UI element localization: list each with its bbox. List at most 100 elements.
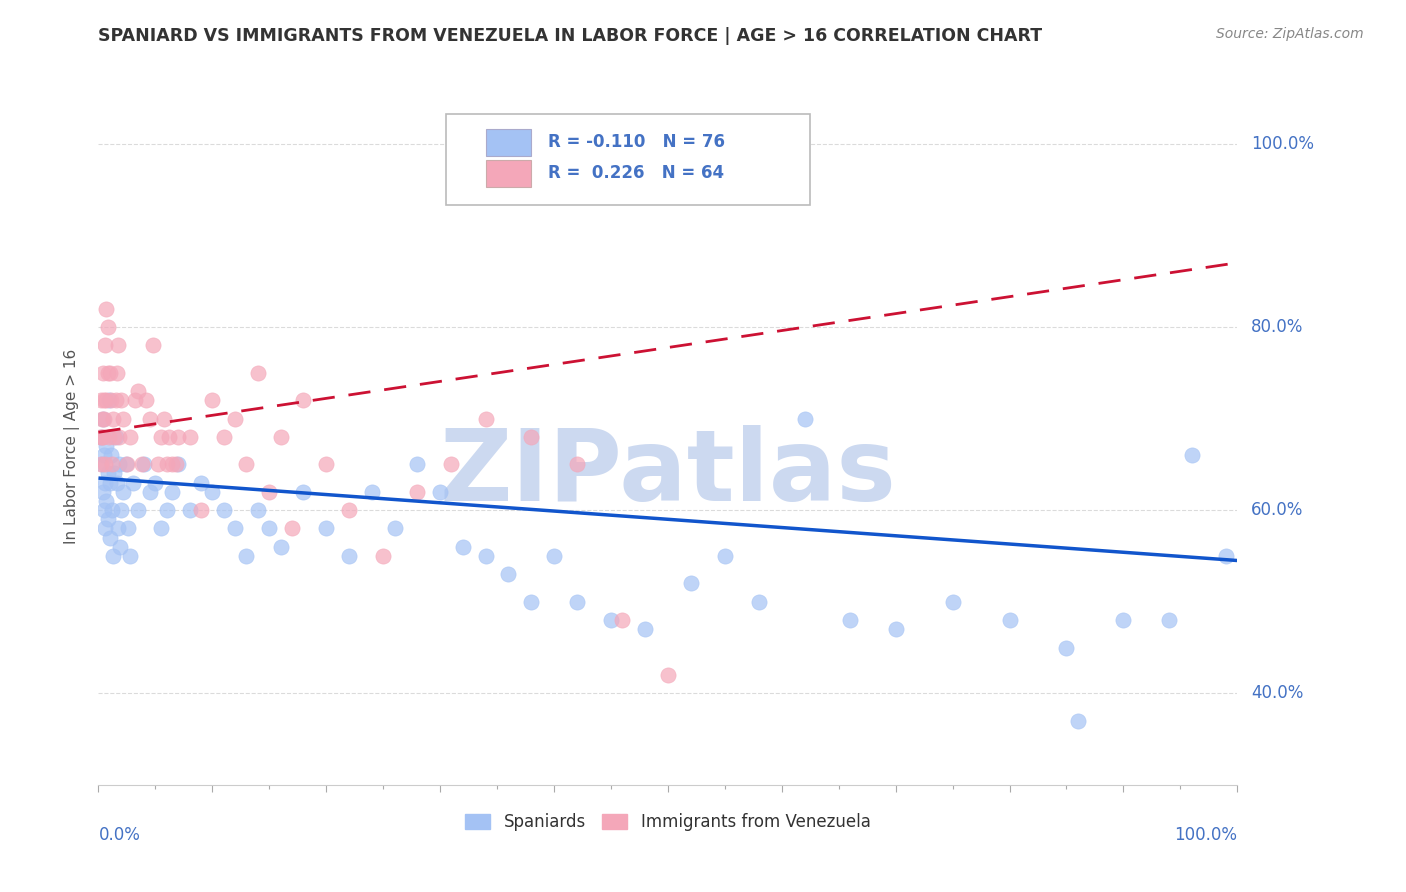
Immigrants from Venezuela — [131, 458, 153, 472]
Immigrants from Venezuela — [120, 430, 142, 444]
Spaniards — [1157, 613, 1180, 627]
Immigrants from Venezuela — [93, 411, 115, 425]
Spaniards — [98, 531, 121, 545]
Spaniards — [112, 484, 135, 499]
Spaniards — [117, 521, 139, 535]
Immigrants from Venezuela — [103, 430, 125, 444]
Immigrants from Venezuela — [259, 484, 281, 499]
Spaniards — [451, 540, 474, 554]
Spaniards — [105, 475, 128, 490]
Immigrants from Venezuela — [246, 366, 269, 380]
Spaniards — [884, 622, 907, 636]
Spaniards — [145, 475, 167, 490]
Immigrants from Venezuela — [104, 393, 127, 408]
Immigrants from Venezuela — [90, 458, 112, 472]
Immigrants from Venezuela — [565, 458, 588, 472]
Spaniards — [108, 458, 131, 472]
Text: Source: ZipAtlas.com: Source: ZipAtlas.com — [1216, 27, 1364, 41]
Text: R =  0.226   N = 64: R = 0.226 N = 64 — [548, 164, 724, 183]
Text: 0.0%: 0.0% — [98, 826, 141, 844]
Immigrants from Venezuela — [97, 430, 120, 444]
Immigrants from Venezuela — [98, 366, 121, 380]
Immigrants from Venezuela — [112, 411, 135, 425]
Immigrants from Venezuela — [94, 458, 117, 472]
Spaniards — [337, 549, 360, 563]
Spaniards — [114, 458, 136, 472]
Immigrants from Venezuela — [406, 484, 429, 499]
Spaniards — [998, 613, 1021, 627]
Immigrants from Venezuela — [91, 366, 114, 380]
Text: ZIPatlas: ZIPatlas — [440, 425, 896, 522]
Spaniards — [315, 521, 337, 535]
Spaniards — [110, 503, 132, 517]
Spaniards — [132, 458, 155, 472]
Spaniards — [270, 540, 292, 554]
Text: 60.0%: 60.0% — [1251, 501, 1303, 519]
Spaniards — [1054, 640, 1078, 655]
Spaniards — [406, 458, 429, 472]
Immigrants from Venezuela — [657, 668, 679, 682]
Spaniards — [201, 484, 224, 499]
Immigrants from Venezuela — [157, 430, 180, 444]
Spaniards — [246, 503, 269, 517]
Spaniards — [360, 484, 382, 499]
Spaniards — [839, 613, 862, 627]
Spaniards — [1181, 448, 1204, 462]
Immigrants from Venezuela — [153, 411, 176, 425]
Spaniards — [942, 595, 965, 609]
Spaniards — [520, 595, 543, 609]
Spaniards — [150, 521, 173, 535]
Spaniards — [90, 430, 112, 444]
Immigrants from Venezuela — [91, 430, 114, 444]
Immigrants from Venezuela — [315, 458, 337, 472]
Spaniards — [714, 549, 737, 563]
Immigrants from Venezuela — [212, 430, 235, 444]
Immigrants from Venezuela — [167, 430, 190, 444]
Spaniards — [429, 484, 451, 499]
Spaniards — [138, 484, 160, 499]
Immigrants from Venezuela — [107, 338, 129, 352]
Spaniards — [212, 503, 235, 517]
Spaniards — [1067, 714, 1090, 728]
Text: 80.0%: 80.0% — [1251, 318, 1303, 336]
Y-axis label: In Labor Force | Age > 16: In Labor Force | Age > 16 — [63, 349, 80, 543]
Immigrants from Venezuela — [96, 393, 118, 408]
Spaniards — [1112, 613, 1135, 627]
Immigrants from Venezuela — [179, 430, 201, 444]
Immigrants from Venezuela — [371, 549, 394, 563]
Spaniards — [103, 467, 125, 481]
Immigrants from Venezuela — [108, 430, 131, 444]
Spaniards — [498, 567, 520, 582]
Spaniards — [565, 595, 588, 609]
Immigrants from Venezuela — [612, 613, 634, 627]
Immigrants from Venezuela — [270, 430, 292, 444]
Spaniards — [96, 439, 118, 453]
Immigrants from Venezuela — [96, 366, 118, 380]
Spaniards — [94, 521, 117, 535]
Spaniards — [96, 494, 118, 508]
Spaniards — [1215, 549, 1237, 563]
Immigrants from Venezuela — [105, 366, 128, 380]
Immigrants from Venezuela — [292, 393, 315, 408]
Spaniards — [748, 595, 770, 609]
Spaniards — [179, 503, 201, 517]
Immigrants from Venezuela — [100, 393, 122, 408]
Spaniards — [96, 512, 118, 526]
Immigrants from Venezuela — [224, 411, 246, 425]
Immigrants from Venezuela — [142, 338, 165, 352]
Spaniards — [156, 503, 179, 517]
Spaniards — [103, 549, 125, 563]
Spaniards — [793, 411, 815, 425]
Text: 100.0%: 100.0% — [1251, 135, 1315, 153]
Spaniards — [100, 448, 122, 462]
Spaniards — [543, 549, 565, 563]
Immigrants from Venezuela — [101, 458, 124, 472]
Bar — [485, 160, 531, 187]
Immigrants from Venezuela — [90, 393, 112, 408]
Immigrants from Venezuela — [135, 393, 157, 408]
Spaniards — [120, 549, 142, 563]
Immigrants from Venezuela — [90, 411, 112, 425]
Text: 100.0%: 100.0% — [1174, 826, 1237, 844]
Spaniards — [600, 613, 623, 627]
Spaniards — [93, 503, 115, 517]
